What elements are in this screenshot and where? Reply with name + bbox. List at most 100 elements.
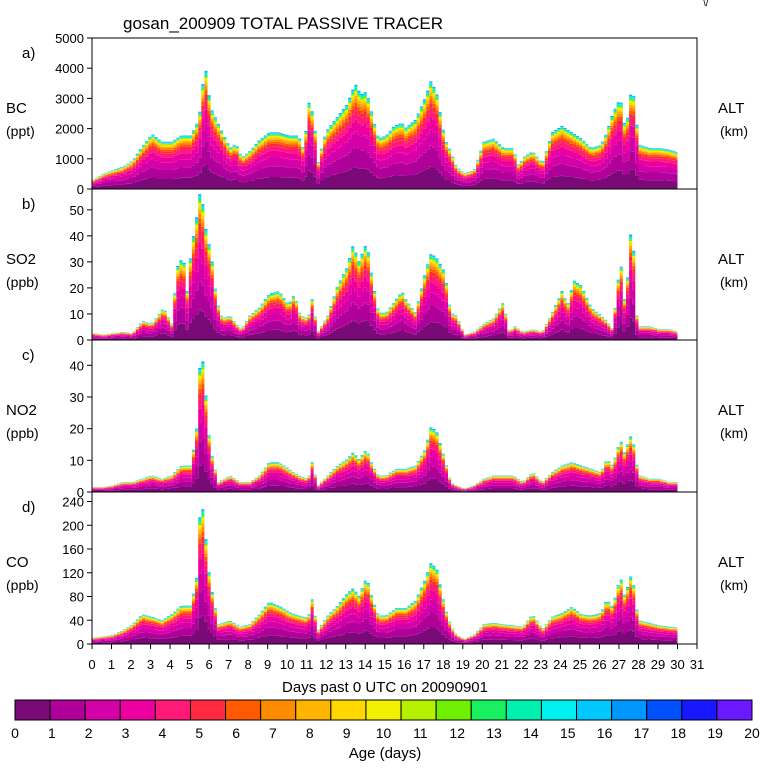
colorbar-swatch-10 [365, 699, 402, 721]
x-tick-label: 1 [108, 657, 115, 672]
panel-letter: b) [22, 196, 35, 213]
units-label: (ppb) [6, 425, 39, 441]
colorbar-tick-label: 10 [376, 725, 392, 741]
x-tick-label: 5 [186, 657, 193, 672]
x-tick-label: 10 [280, 657, 294, 672]
so2-ytick-label: 10 [70, 307, 84, 322]
colorbar-tick-label: 11 [413, 725, 428, 741]
bc-age-layer-9 [92, 80, 678, 181]
colorbar-tick-label: 13 [486, 725, 502, 741]
units-label: (ppb) [6, 274, 39, 290]
bc-age-layer-1 [92, 141, 678, 187]
alt-units-label: (km) [720, 123, 748, 139]
x-tick-label: 20 [475, 657, 489, 672]
colorbar-tick-label: 16 [597, 725, 613, 741]
x-tick-label: 15 [378, 657, 392, 672]
colorbar-tick-label: 3 [122, 725, 130, 741]
so2-ytick-label: 50 [70, 203, 84, 218]
colorbar-swatch-2 [84, 699, 121, 721]
colorbar-swatch-7 [260, 699, 297, 721]
co-ytick-label: 240 [62, 495, 84, 510]
alt-label: ALT [718, 554, 744, 571]
units-label: (ppb) [6, 577, 39, 593]
bc-ytick-label: 0 [77, 182, 84, 197]
species-label: NO2 [6, 402, 37, 419]
colorbar-tick-label: 17 [634, 725, 650, 741]
colorbar-swatch-15 [540, 699, 578, 721]
co-ytick-label: 120 [62, 566, 84, 581]
alt-label: ALT [718, 251, 744, 268]
co-age-layer-7 [92, 527, 678, 640]
bc-ytick-label: 5000 [55, 31, 84, 46]
x-tick-label: 21 [495, 657, 509, 672]
bc-age-layer-6 [92, 90, 678, 182]
panel-so2: 0 10 20 30 40 50 b) SO2 (ppb) ALT (km) [6, 188, 748, 348]
no2-ytick-label: 10 [70, 453, 84, 468]
co-age-layer-6 [92, 531, 678, 640]
bc-age-layer-2 [92, 123, 678, 186]
colorbar-tick-label: 15 [560, 725, 576, 741]
no2-age-layer-2 [92, 419, 678, 491]
x-tick-label: 25 [573, 657, 587, 672]
x-tick-label: 23 [534, 657, 548, 672]
alt-units-label: (km) [720, 274, 748, 290]
bc-age-layer-0 [92, 164, 678, 189]
no2-age-layer-3 [92, 404, 678, 490]
colorbar-swatch-19 [681, 699, 718, 721]
bc-age-layer-14 [92, 74, 678, 180]
bc-ytick-label: 1000 [55, 152, 84, 167]
so2-ytick-label: 40 [70, 229, 84, 244]
bc-ytick-label: 2000 [55, 122, 84, 137]
so2-ytick-label: 30 [70, 255, 84, 270]
colorbar-tick-label: 12 [449, 725, 465, 741]
co-ytick-label: 40 [70, 613, 84, 628]
colorbar-tick-label: 7 [269, 725, 277, 741]
no2-age-layer-0 [92, 464, 678, 492]
so2-ytick-label: 0 [77, 333, 84, 348]
colorbar-tick-label: 6 [232, 725, 240, 741]
colorbar-swatch-6 [225, 699, 262, 721]
colorbar-swatch-5 [189, 699, 227, 721]
x-tick-label: 19 [456, 657, 470, 672]
co-ytick-label: 200 [62, 518, 84, 533]
co-ytick-label: 0 [77, 637, 84, 652]
bc-age-layer-16 [92, 71, 678, 180]
x-tick-label: 9 [264, 657, 271, 672]
x-tick-label: 4 [166, 657, 173, 672]
co-age-layer-4 [92, 543, 678, 641]
x-tick-label: 8 [245, 657, 252, 672]
co-frame [91, 491, 698, 645]
so2-ytick-label: 20 [70, 281, 84, 296]
x-axis-label: Days past 0 UTC on 20090901 [282, 679, 488, 696]
colorbar-tick-label: 18 [671, 725, 687, 741]
colorbar-label: Age (days) [349, 745, 422, 762]
x-tick-label: 13 [338, 657, 352, 672]
no2-ytick-label: 30 [70, 390, 84, 405]
species-label: SO2 [6, 251, 36, 268]
x-tick-label: 31 [690, 657, 704, 672]
x-tick-label: 7 [225, 657, 232, 672]
co-age-layer-1 [92, 589, 678, 643]
units-label: (ppt) [6, 123, 35, 139]
alt-units-label: (km) [720, 425, 748, 441]
x-tick-label: 0 [88, 657, 95, 672]
so2-age-layer-2 [92, 258, 678, 338]
panel-letter: d) [22, 499, 35, 516]
x-tick-label: 28 [631, 657, 645, 672]
colorbar-swatch-9 [330, 699, 367, 721]
colorbar-swatch-17 [611, 699, 648, 721]
colorbar-swatch-0 [14, 699, 51, 721]
bc-age-layer-3 [92, 109, 678, 184]
species-label: BC [6, 100, 27, 117]
colorbar-tick-label: 20 [744, 725, 760, 741]
x-tick-label: 29 [651, 657, 665, 672]
co-age-layer-3 [92, 553, 678, 642]
colorbar-swatch-3 [119, 699, 156, 721]
x-tick-label: 6 [205, 657, 212, 672]
panel-letter: a) [22, 45, 35, 62]
x-tick-label: 18 [436, 657, 450, 672]
colorbar-tick-label: 2 [85, 725, 93, 741]
colorbar-swatch-11 [400, 699, 437, 721]
colorbar-swatch-20 [716, 699, 753, 721]
